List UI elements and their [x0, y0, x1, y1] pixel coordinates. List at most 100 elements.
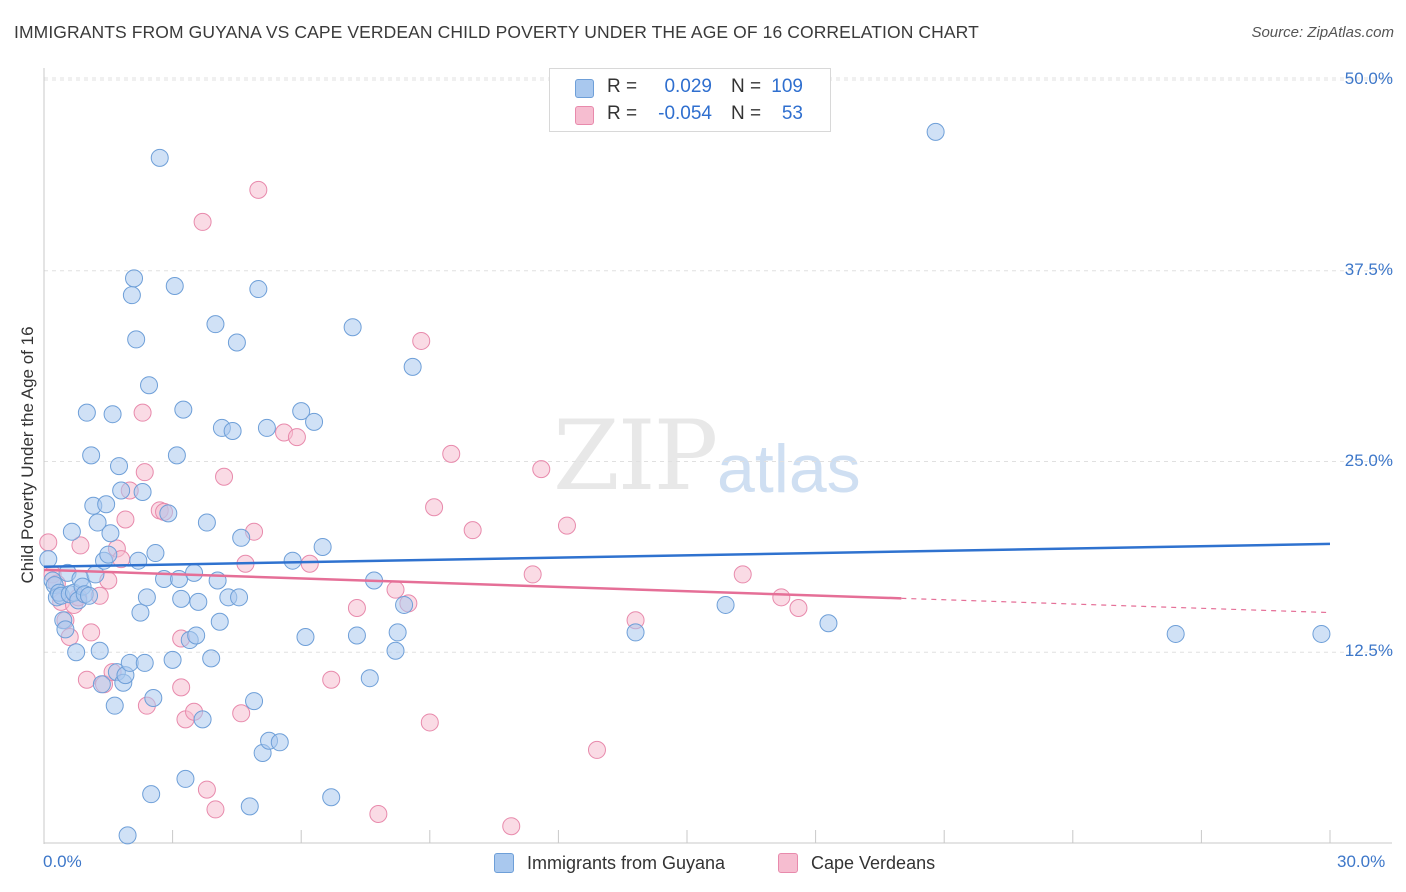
point-guyana-89 — [343, 318, 362, 337]
point-guyana-37 — [120, 653, 139, 672]
point-guyana-67 — [206, 315, 225, 334]
bottom-legend-swatch-cape-verdean — [778, 853, 798, 873]
point-guyana-87 — [313, 537, 332, 556]
trend-line-cape-verdean — [43, 568, 902, 600]
point-cape-verdean-28 — [193, 212, 212, 231]
point-cape-verdean-37 — [287, 428, 306, 447]
y-tick-label: 50.0% — [1344, 69, 1393, 88]
point-cape-verdean-17 — [116, 510, 135, 529]
point-guyana-30 — [105, 696, 124, 715]
r-label: R = — [607, 103, 638, 124]
point-guyana-97 — [626, 623, 645, 642]
x-tick-label-max: 30.0% — [1337, 852, 1386, 871]
r-label: R = — [607, 76, 638, 97]
point-guyana-84 — [292, 402, 311, 421]
point-guyana-36 — [118, 826, 137, 845]
point-guyana-100 — [926, 122, 945, 141]
point-cape-verdean-46 — [425, 498, 444, 517]
point-guyana-58 — [174, 400, 193, 419]
n-label: N = — [731, 76, 762, 97]
point-guyana-44 — [135, 653, 154, 672]
bottom-legend-label-guyana: Immigrants from Guyana — [527, 853, 726, 873]
point-guyana-10 — [62, 522, 81, 541]
y-tick-label: 37.5% — [1344, 259, 1393, 279]
point-guyana-75 — [232, 528, 251, 547]
point-cape-verdean-29 — [197, 780, 216, 799]
point-guyana-50 — [150, 148, 169, 167]
point-guyana-22 — [88, 513, 107, 532]
point-guyana-101 — [1166, 624, 1185, 643]
point-cape-verdean-8 — [71, 536, 90, 555]
r-value: -0.054 — [658, 103, 712, 124]
point-guyana-24 — [92, 675, 111, 694]
point-guyana-96 — [403, 357, 422, 376]
point-guyana-49 — [146, 544, 165, 563]
point-guyana-62 — [187, 626, 206, 645]
point-guyana-66 — [202, 649, 221, 668]
point-guyana-88 — [322, 788, 341, 807]
y-tick-label: 25.0% — [1344, 450, 1393, 470]
trend-line-cape-verdean-dashed — [901, 597, 1331, 614]
point-guyana-40 — [127, 330, 146, 349]
point-guyana-41 — [129, 551, 148, 570]
point-cape-verdean-56 — [772, 588, 791, 607]
chart-title: IMMIGRANTS FROM GUYANA VS CAPE VERDEAN C… — [14, 22, 979, 42]
point-cape-verdean-20 — [135, 463, 154, 482]
point-cape-verdean-9 — [77, 670, 96, 689]
point-cape-verdean-40 — [347, 598, 366, 617]
legend-row-guyana: R = 0.029 N = 109 — [550, 74, 830, 102]
point-guyana-98 — [716, 595, 735, 614]
y-tick-label: 12.5% — [1344, 641, 1393, 661]
n-label: N = — [731, 103, 762, 124]
point-guyana-72 — [223, 421, 242, 440]
bottom-legend-label-cape-verdean: Cape Verdeans — [811, 853, 936, 873]
point-guyana-59 — [176, 769, 195, 788]
x-tick-label-min: 0.0% — [43, 852, 82, 871]
point-guyana-77 — [245, 692, 264, 711]
point-guyana-102 — [1312, 624, 1331, 643]
legend-swatch-guyana — [575, 79, 594, 98]
point-cape-verdean-35 — [249, 180, 268, 199]
point-guyana-54 — [165, 277, 184, 296]
point-guyana-26 — [97, 495, 116, 514]
point-cape-verdean-25 — [172, 678, 191, 697]
legend-row-cape-verdean: R = -0.054 N = 53 — [550, 101, 830, 129]
point-guyana-94 — [388, 623, 407, 642]
point-guyana-39 — [125, 269, 144, 288]
point-cape-verdean-30 — [206, 800, 225, 819]
point-cape-verdean-0 — [39, 533, 58, 552]
point-guyana-42 — [131, 603, 150, 622]
source-label: Source: ZipAtlas.com — [1251, 24, 1394, 41]
point-guyana-83 — [283, 551, 302, 570]
point-cape-verdean-38 — [300, 554, 319, 573]
point-cape-verdean-47 — [442, 444, 461, 463]
point-guyana-61 — [185, 563, 204, 582]
point-guyana-95 — [395, 595, 414, 614]
point-guyana-28 — [101, 524, 120, 543]
point-guyana-27 — [99, 545, 118, 564]
point-guyana-33 — [112, 481, 131, 500]
point-guyana-85 — [296, 627, 315, 646]
trend-line-guyana — [43, 542, 1331, 569]
point-guyana-0 — [39, 550, 58, 569]
point-guyana-99 — [819, 614, 838, 633]
point-cape-verdean-39 — [322, 670, 341, 689]
point-guyana-57 — [172, 589, 191, 608]
n-value: 109 — [771, 76, 803, 97]
point-guyana-63 — [189, 592, 208, 611]
point-guyana-46 — [140, 376, 159, 395]
watermark-zip: ZIP — [553, 400, 718, 512]
point-guyana-69 — [210, 612, 229, 631]
point-guyana-19 — [82, 446, 101, 465]
point-guyana-47 — [142, 785, 161, 804]
point-guyana-55 — [167, 446, 186, 465]
point-cape-verdean-44 — [412, 331, 431, 350]
point-cape-verdean-41 — [369, 805, 388, 824]
point-cape-verdean-32 — [232, 704, 251, 723]
point-cape-verdean-10 — [82, 623, 101, 642]
watermark-atlas: atlas — [717, 431, 861, 507]
point-cape-verdean-48 — [463, 521, 482, 540]
point-guyana-65 — [197, 513, 216, 532]
point-guyana-86 — [305, 412, 324, 431]
